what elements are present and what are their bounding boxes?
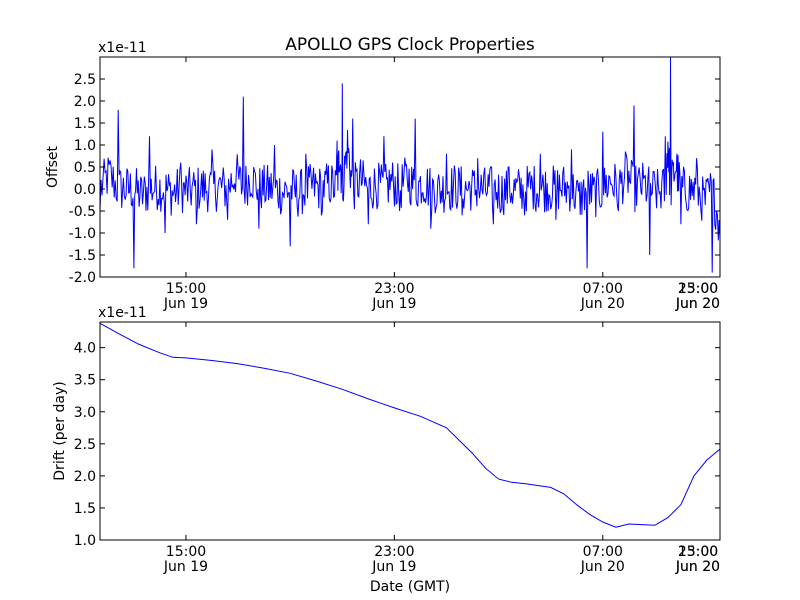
offset-series bbox=[100, 57, 720, 273]
drift-y-tick-label: 1.0 bbox=[74, 533, 96, 549]
offset-x-tick-time: 23:00 bbox=[678, 281, 718, 297]
drift-x-tick-time: 23:00 bbox=[374, 544, 414, 560]
drift-x-tick-date: Jun 20 bbox=[580, 559, 625, 575]
drift-x-tick-date: Jun 20 bbox=[675, 559, 720, 575]
offset-y-label: Offset bbox=[45, 145, 61, 188]
drift-series bbox=[100, 322, 720, 528]
drift-y-tick-label: 2.0 bbox=[74, 469, 96, 485]
drift-y-ticks: 1.0 1.5 2.0 2.5 3.0 3.5 4.0 bbox=[74, 341, 720, 549]
offset-x-tick-time: 23:00 bbox=[374, 281, 414, 297]
offset-x-tick-date: Jun 19 bbox=[163, 296, 208, 312]
offset-x-tick-date: Jun 20 bbox=[580, 296, 625, 312]
drift-series-line bbox=[100, 322, 720, 528]
offset-series-line bbox=[100, 57, 720, 273]
offset-x-tick-time: 15:00 bbox=[166, 281, 206, 297]
offset-y-tick-label: -2.0 bbox=[69, 270, 96, 286]
drift-y-label: Drift (per day) bbox=[52, 381, 68, 480]
drift-x-tick-time: 07:00 bbox=[583, 544, 623, 560]
offset-x-tick-date: Jun 19 bbox=[371, 296, 416, 312]
offset-x-tick-date: Jun 20 bbox=[675, 296, 720, 312]
drift-x-tick-time: 23:00 bbox=[678, 544, 718, 560]
offset-y-tick-label: 1.5 bbox=[74, 116, 96, 132]
drift-x-tick-date: Jun 19 bbox=[371, 559, 416, 575]
drift-y-tick-label: 3.0 bbox=[74, 405, 96, 421]
drift-y-tick-label: 4.0 bbox=[74, 341, 96, 357]
offset-x-tick-time: 15:00 bbox=[678, 281, 718, 297]
drift-axes-frame bbox=[99, 321, 721, 541]
drift-x-tick-time: 15:00 bbox=[678, 544, 718, 560]
offset-y-tick-label: 1.0 bbox=[74, 138, 96, 154]
offset-y-tick-label: 2.5 bbox=[74, 72, 96, 88]
drift-y-tick-label: 1.5 bbox=[74, 501, 96, 517]
chart-title: APOLLO GPS Clock Properties bbox=[285, 35, 535, 55]
offset-scale-label: x1e-11 bbox=[98, 40, 147, 56]
drift-scale-label: x1e-11 bbox=[98, 305, 147, 321]
drift-x-tick-time: 15:00 bbox=[166, 544, 206, 560]
drift-x-tick-date: Jun 19 bbox=[163, 559, 208, 575]
offset-panel: -2.0 -1.5 -1.0 -0.5 0.0 0.5 1.0 1.5 2.0 2.5 15:00… bbox=[45, 40, 721, 312]
offset-x-tick-date: Jun 20 bbox=[675, 296, 720, 312]
drift-x-tick-date: Jun 20 bbox=[675, 559, 720, 575]
drift-y-tick-label: 3.5 bbox=[74, 373, 96, 389]
offset-y-ticks: -2.0 -1.5 -1.0 -0.5 0.0 0.5 1.0 1.5 2.0 2.5 bbox=[69, 72, 720, 286]
offset-y-tick-label: -0.5 bbox=[69, 204, 96, 220]
offset-y-tick-label: -1.0 bbox=[69, 226, 96, 242]
offset-y-tick-label: 0.5 bbox=[74, 160, 96, 176]
offset-y-tick-label: -1.5 bbox=[69, 248, 96, 264]
offset-y-tick-label: 0.0 bbox=[74, 182, 96, 198]
x-axis-label: Date (GMT) bbox=[370, 579, 450, 595]
offset-x-tick-time: 07:00 bbox=[583, 281, 623, 297]
drift-y-tick-label: 2.5 bbox=[74, 437, 96, 453]
offset-y-tick-label: 2.0 bbox=[74, 94, 96, 110]
